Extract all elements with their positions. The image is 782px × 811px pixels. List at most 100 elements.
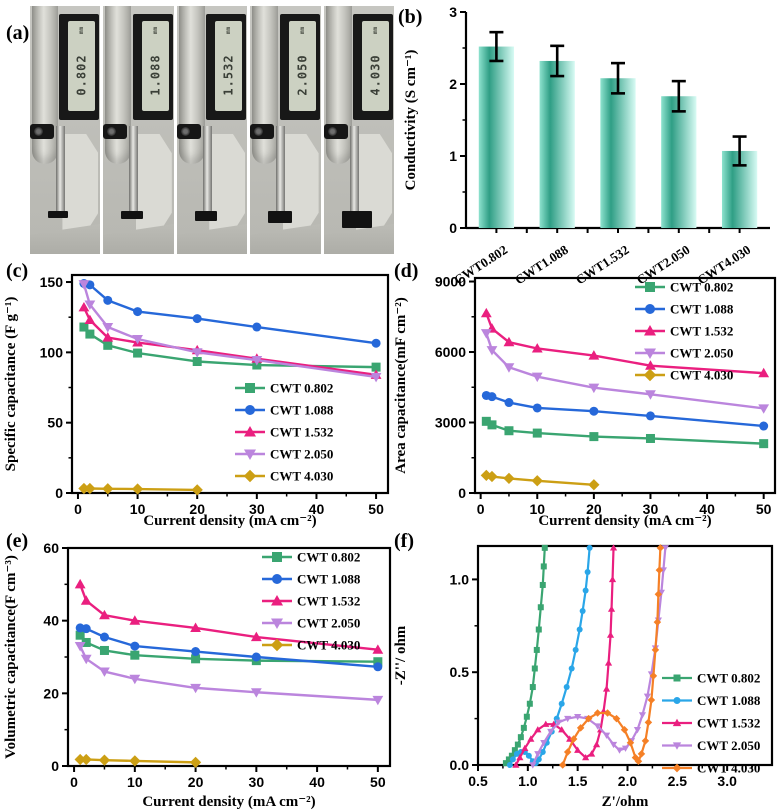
svg-text:0: 0 (74, 501, 82, 517)
svg-text:2.5: 2.5 (668, 773, 688, 789)
nyquist-plot: 0.5 1.0 1.5 2.0 2.5 3.00.00.51.0Z'/ohm-Z''/ o… (393, 544, 774, 810)
svg-text:50: 50 (370, 774, 386, 790)
lcd-display: mm 1.532 (215, 21, 243, 111)
svg-text:0: 0 (458, 485, 466, 501)
lcd-reading: 2.050 (295, 54, 310, 96)
svg-text:100: 100 (40, 344, 64, 360)
lcd-unit-label: mm (225, 26, 233, 35)
micrometer-frame: mm 1.088 (132, 14, 173, 120)
svg-text:50: 50 (47, 415, 63, 431)
lcd-reading: 1.088 (148, 54, 163, 96)
svg-text:0: 0 (70, 774, 78, 790)
svg-text:1.5: 1.5 (568, 773, 588, 789)
svg-text:Specific capacitance (F g⁻¹): Specific capacitance (F g⁻¹) (3, 297, 19, 472)
micrometer-spindle (349, 126, 359, 212)
svg-text:CWT 1.532: CWT 1.532 (297, 594, 360, 609)
spindle-lock-knob (176, 124, 201, 139)
lcd-display: mm 1.088 (141, 21, 169, 111)
svg-text:CWT 0.802: CWT 0.802 (297, 550, 360, 565)
svg-text:3000: 3000 (435, 415, 466, 431)
svg-text:10: 10 (127, 774, 143, 790)
volumetric-capacitance-chart: 0 10 20 30 40 50 0 20 40 60 Current density (mA cm… (3, 540, 392, 810)
svg-text:Current density (mA cm⁻²): Current density (mA cm⁻²) (143, 513, 316, 529)
svg-text:6000: 6000 (435, 344, 466, 360)
lcd-reading: 1.532 (221, 54, 236, 96)
svg-text:10: 10 (529, 501, 545, 517)
svg-text:30: 30 (249, 501, 265, 517)
svg-text:CWT 2.050: CWT 2.050 (670, 346, 733, 361)
panel-e-label: (e) (6, 530, 29, 552)
panel-f-label: (f) (394, 530, 414, 552)
svg-text:CWT 1.532: CWT 1.532 (670, 324, 733, 339)
sample-chip (341, 211, 372, 228)
micrometer-anvil (62, 134, 99, 230)
svg-text:40: 40 (309, 501, 325, 517)
svg-text:0.0: 0.0 (450, 757, 470, 773)
spindle-lock-knob (323, 124, 348, 139)
svg-text:CWT 2.050: CWT 2.050 (270, 447, 333, 462)
spindle-lock-knob (250, 124, 275, 139)
svg-text:CWT 2.050: CWT 2.050 (697, 738, 760, 753)
panel-d-label: (d) (394, 260, 419, 282)
svg-text:0: 0 (55, 485, 63, 501)
svg-text:CWT 4.030: CWT 4.030 (697, 761, 760, 776)
svg-text:20: 20 (188, 774, 204, 790)
svg-text:30: 30 (249, 774, 265, 790)
svg-text:0: 0 (449, 220, 457, 236)
spindle-lock-knob (30, 124, 54, 139)
svg-text:0: 0 (51, 758, 59, 774)
panel-a-label: (a) (6, 22, 30, 44)
micrometer-spindle (129, 126, 139, 212)
micrometer-frame: mm 1.532 (206, 14, 247, 120)
svg-text:30: 30 (643, 501, 659, 517)
micrometer-frame: mm 2.050 (279, 14, 320, 120)
svg-text:2.0: 2.0 (618, 773, 638, 789)
lcd-display: mm 2.050 (288, 21, 316, 111)
lcd-display: mm 4.030 (362, 21, 390, 111)
micrometer-barrel (32, 6, 58, 164)
sample-chip (121, 211, 144, 219)
svg-text:CWT 0.802: CWT 0.802 (270, 381, 333, 396)
specific-capacitance-chart: 0 10 20 30 40 50 0 50 100 150 Current density (mA … (3, 273, 390, 529)
micrometer-spindle (276, 126, 286, 212)
svg-text:Current density (mA cm⁻²): Current density (mA cm⁻²) (142, 794, 315, 810)
sample-chip (48, 211, 68, 218)
sample-chip (194, 211, 217, 221)
svg-text:Volumetric capacitance(F cm⁻³: Volumetric capacitance(F cm⁻³) (3, 555, 19, 759)
micrometer-photo: mm 1.088 (103, 6, 174, 254)
svg-text:CWT 2.050: CWT 2.050 (297, 616, 360, 631)
micrometer-spindle (56, 126, 65, 212)
micrometer-barrel (178, 6, 205, 164)
svg-text:40: 40 (43, 613, 59, 629)
micrometer-photo: mm 0.802 (30, 6, 101, 254)
lcd-unit-label: mm (298, 26, 306, 35)
svg-text:3: 3 (449, 4, 457, 20)
lcd-reading: 4.030 (368, 54, 383, 96)
svg-text:20: 20 (586, 501, 602, 517)
svg-text:CWT 4.030: CWT 4.030 (297, 638, 360, 653)
lcd-unit-label: mm (78, 26, 86, 35)
micrometer-photo-strip: mm 0.802 mm 1.088 mm 1.532 (30, 6, 395, 254)
svg-text:10: 10 (130, 501, 146, 517)
svg-text:40: 40 (699, 501, 715, 517)
svg-text:CWT 1.088: CWT 1.088 (697, 693, 761, 708)
svg-text:CWT 1.532: CWT 1.532 (697, 716, 760, 731)
svg-text:0: 0 (477, 501, 485, 517)
micrometer-frame: mm 0.802 (59, 14, 100, 120)
micrometer-photo: mm 4.030 (323, 6, 395, 254)
svg-text:Area capacitance(mF cm⁻²): Area capacitance(mF cm⁻²) (393, 297, 409, 474)
lcd-unit-label: mm (151, 26, 159, 35)
panel-c-label: (c) (6, 260, 29, 282)
micrometer-barrel (105, 6, 132, 164)
svg-text:3.0: 3.0 (717, 773, 737, 789)
sample-chip (268, 211, 293, 223)
micrometer-spindle (202, 126, 212, 212)
svg-text:20: 20 (189, 501, 205, 517)
area-capacitance-chart: 0 10 20 30 40 50 0 3000 6000 9000 Current density … (393, 274, 777, 529)
svg-text:CWT 1.088: CWT 1.088 (270, 403, 334, 418)
svg-text:CWT 1.088: CWT 1.088 (297, 572, 361, 587)
svg-text:1.0: 1.0 (518, 773, 538, 789)
svg-text:40: 40 (309, 774, 325, 790)
svg-text:Conductivity (S cm⁻¹): Conductivity (S cm⁻¹) (403, 50, 419, 191)
